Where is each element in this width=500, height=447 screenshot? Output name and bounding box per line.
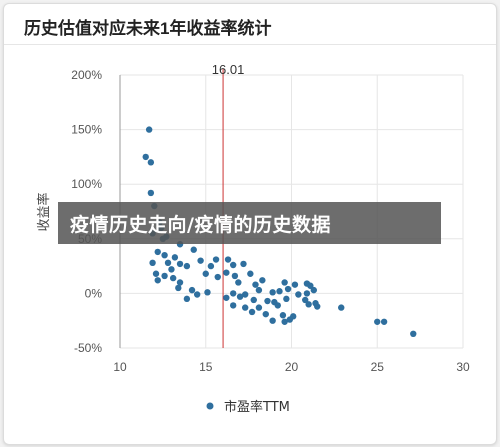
data-point[interactable] xyxy=(164,259,172,267)
x-tick-label: 25 xyxy=(371,360,385,374)
data-point[interactable] xyxy=(188,286,196,294)
data-point[interactable] xyxy=(259,277,266,284)
overlay-banner: 疫情历史走向/疫情的历史数据 xyxy=(58,202,441,244)
x-tick-label: 15 xyxy=(199,360,213,374)
data-points xyxy=(142,126,417,338)
data-point[interactable] xyxy=(338,304,345,311)
data-point[interactable] xyxy=(279,312,287,319)
data-point[interactable] xyxy=(276,288,283,295)
data-point[interactable] xyxy=(255,304,263,311)
data-point[interactable] xyxy=(224,256,232,263)
data-point[interactable] xyxy=(240,260,247,268)
data-point[interactable] xyxy=(154,277,161,284)
data-point[interactable] xyxy=(169,274,177,282)
data-point[interactable] xyxy=(283,295,290,303)
data-point[interactable] xyxy=(147,189,155,197)
title-divider xyxy=(4,44,496,45)
data-point[interactable] xyxy=(295,291,302,298)
data-point[interactable] xyxy=(284,285,292,293)
data-point[interactable] xyxy=(176,279,184,286)
data-point[interactable] xyxy=(269,289,276,296)
data-point[interactable] xyxy=(223,294,230,301)
data-point[interactable] xyxy=(161,251,168,259)
data-point[interactable] xyxy=(229,261,237,269)
data-point[interactable] xyxy=(142,153,149,161)
data-point[interactable] xyxy=(269,317,276,324)
data-point[interactable] xyxy=(176,260,184,268)
data-point[interactable] xyxy=(171,254,179,261)
y-axis-label: 收益率 xyxy=(36,192,52,231)
data-point[interactable] xyxy=(241,291,249,298)
data-point[interactable] xyxy=(248,308,256,316)
data-point[interactable] xyxy=(212,256,220,263)
data-point[interactable] xyxy=(374,318,381,325)
data-point[interactable] xyxy=(202,270,209,277)
y-tick-label: 100% xyxy=(71,177,102,191)
data-point[interactable] xyxy=(281,279,288,286)
data-point[interactable] xyxy=(190,246,197,253)
x-tick-label: 10 xyxy=(113,360,127,374)
data-point[interactable] xyxy=(149,259,156,267)
data-point[interactable] xyxy=(247,270,254,277)
data-point[interactable] xyxy=(305,301,312,308)
data-point[interactable] xyxy=(302,296,309,304)
legend-label[interactable]: 市盈率TTM xyxy=(224,399,290,415)
data-point[interactable] xyxy=(274,302,281,309)
data-point[interactable] xyxy=(229,302,237,309)
data-point[interactable] xyxy=(214,273,221,281)
data-point[interactable] xyxy=(255,286,263,294)
data-point[interactable] xyxy=(310,286,317,294)
data-point[interactable] xyxy=(145,126,153,133)
data-point[interactable] xyxy=(262,310,269,318)
data-point[interactable] xyxy=(410,330,417,338)
data-point[interactable] xyxy=(252,281,259,288)
data-point[interactable] xyxy=(286,316,293,323)
data-point[interactable] xyxy=(147,159,155,166)
legend-marker[interactable] xyxy=(206,402,214,410)
data-point[interactable] xyxy=(207,262,215,270)
x-tick-label: 20 xyxy=(285,360,299,374)
data-point[interactable] xyxy=(250,296,257,304)
data-point[interactable] xyxy=(223,269,230,276)
data-point[interactable] xyxy=(231,272,239,280)
data-point[interactable] xyxy=(229,290,237,297)
data-point[interactable] xyxy=(307,282,314,289)
y-tick-label: 200% xyxy=(71,68,102,82)
data-point[interactable] xyxy=(235,279,242,286)
data-point[interactable] xyxy=(303,290,311,297)
data-point[interactable] xyxy=(291,281,299,288)
data-point[interactable] xyxy=(152,270,160,277)
data-point[interactable] xyxy=(236,293,244,300)
data-point[interactable] xyxy=(281,318,288,325)
y-tick-label: 150% xyxy=(71,123,102,137)
y-tick-label: -50% xyxy=(74,341,102,355)
data-point[interactable] xyxy=(161,272,168,280)
reference-line-label: 16.01 xyxy=(212,62,245,77)
x-tick-label: 30 xyxy=(456,360,470,374)
banner-text: 疫情历史走向/疫情的历史数据 xyxy=(70,214,331,236)
data-point[interactable] xyxy=(183,295,191,303)
data-point[interactable] xyxy=(264,297,271,305)
page-title: 历史估值对应未来1年收益率统计 xyxy=(24,19,272,38)
data-point[interactable] xyxy=(241,304,249,311)
data-point[interactable] xyxy=(314,303,321,310)
data-point[interactable] xyxy=(193,291,201,298)
data-point[interactable] xyxy=(175,284,182,292)
data-point[interactable] xyxy=(380,318,388,325)
data-point[interactable] xyxy=(168,266,175,273)
y-tick-label: 0% xyxy=(85,286,103,300)
data-point[interactable] xyxy=(154,248,161,256)
data-point[interactable] xyxy=(183,262,191,270)
data-point[interactable] xyxy=(204,289,211,296)
data-point[interactable] xyxy=(197,257,204,264)
